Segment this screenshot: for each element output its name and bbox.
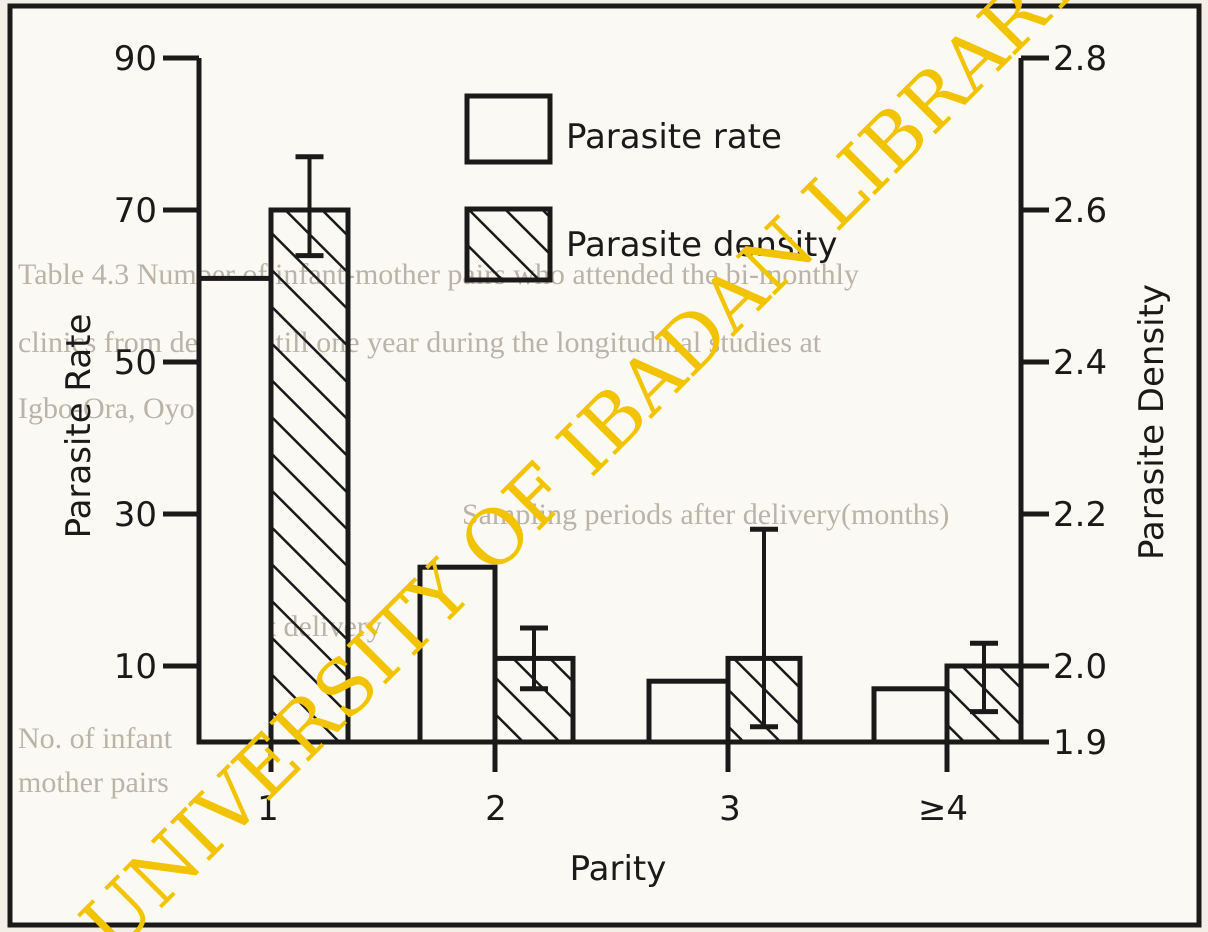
ghost-row-label-3: mother pairs (18, 766, 169, 799)
x-axis-ticks: 1 2 3 ≥4 (257, 742, 968, 829)
left-tick-label-10: 10 (114, 647, 157, 687)
ghost-row-label-2: No. of infant (18, 722, 173, 755)
legend-swatch-parasite-rate (464, 93, 553, 165)
parasite-rate-bar-2 (646, 678, 731, 745)
legend-label-parasite-density: Parasite density (566, 225, 838, 265)
bars-layer (196, 154, 1024, 745)
ghost-table-title-2: clinics from delivery till one year duri… (18, 326, 822, 359)
legend-label-parasite-rate: Parasite rate (566, 117, 782, 157)
right-tick-label-2.8: 2.8 (1053, 39, 1107, 79)
x-tick-label-0: 1 (257, 789, 279, 829)
left-axis-ticks: 10 30 50 70 90 (114, 39, 199, 687)
left-tick-label-90: 90 (114, 39, 157, 79)
x-tick-label-1: 2 (485, 789, 507, 829)
parasite-density-bar-0 (268, 207, 351, 745)
right-tick-label-2.0: 2.0 (1053, 647, 1107, 687)
left-tick-label-30: 30 (114, 495, 157, 535)
ghost-column-header: Sampling periods after delivery(months) (462, 498, 949, 531)
x-tick-label-3: ≥4 (918, 789, 968, 829)
right-tick-label-2.2: 2.2 (1053, 495, 1107, 535)
right-axis-title: Parasite Density (1132, 284, 1172, 560)
parasite-rate-bar-1 (417, 564, 498, 745)
x-axis-title: Parity (570, 849, 667, 889)
left-tick-label-70: 70 (114, 191, 157, 231)
right-axis-ticks: 1.9 2.0 2.2 2.4 2.6 2.8 (1021, 39, 1107, 763)
legend: Parasite rate Parasite density (464, 93, 838, 283)
x-tick-label-2: 3 (719, 789, 741, 829)
parasite-rate-bar-0 (196, 275, 274, 745)
left-axis-title: Parasite Rate (59, 314, 99, 539)
right-tick-label-2.4: 2.4 (1053, 343, 1107, 383)
left-tick-label-50: 50 (114, 343, 157, 383)
ghost-table-title: Table 4.3 Number of infant-mother pairs … (18, 258, 859, 291)
right-tick-label-2.6: 2.6 (1053, 191, 1107, 231)
right-tick-label-1.9: 1.9 (1053, 723, 1107, 763)
legend-swatch-parasite-density (464, 206, 553, 283)
parasite-rate-bar-3 (871, 686, 950, 745)
